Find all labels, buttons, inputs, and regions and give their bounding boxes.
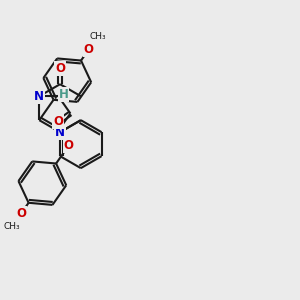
Text: N: N [34,90,44,103]
Text: O: O [84,43,94,56]
Text: O: O [16,207,26,220]
Text: H: H [58,88,68,101]
Text: O: O [55,61,65,75]
Text: O: O [64,139,74,152]
Text: CH₃: CH₃ [89,32,106,41]
Text: O: O [53,115,63,128]
Text: CH₃: CH₃ [4,222,20,231]
Text: N: N [55,126,65,139]
